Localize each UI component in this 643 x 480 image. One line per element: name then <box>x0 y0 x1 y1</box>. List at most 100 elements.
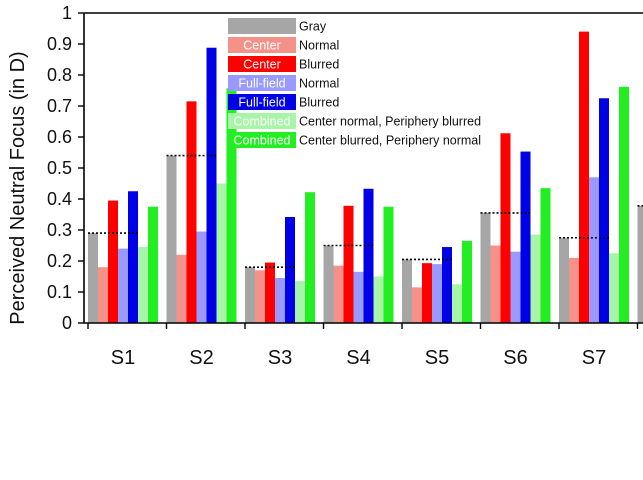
legend-item-7: Combined Center blurred, Periphery normal <box>228 132 481 148</box>
y-tick-layer: 0 0.1 0.2 0.3 0.4 0.5 0.6 0.7 0.8 0.9 1 <box>47 3 84 333</box>
legend-label: Blurred <box>299 96 339 110</box>
bar-s1-series-3 <box>108 200 118 323</box>
legend-tag: Full-field <box>238 96 285 110</box>
bar-s6-series-5 <box>520 151 531 323</box>
bar-s1-series-1 <box>88 233 98 323</box>
bar-s6-series-2 <box>490 245 501 323</box>
legend-swatch <box>228 113 296 129</box>
bar-s1-series-5 <box>128 191 138 323</box>
y-axis-title-group: Perceived Neutral Focus (in D) <box>7 51 29 324</box>
bar-s6-series-3 <box>500 133 511 323</box>
y-tick-label: 0.8 <box>47 65 72 85</box>
bar-s4-series-2 <box>333 265 344 323</box>
bar-s1-series-6 <box>138 247 148 323</box>
bar-s7-series-3 <box>579 31 589 323</box>
bar-s7-series-6 <box>609 253 619 323</box>
legend-item-3: Center Blurred <box>228 56 339 72</box>
bar-s3-series-1 <box>245 267 255 323</box>
category-label-s1: S1 <box>111 347 135 369</box>
bar-s7-series-4 <box>589 177 599 323</box>
bar-s8-series-1 <box>637 205 643 323</box>
legend-item-2: Center Normal <box>228 37 339 53</box>
bar-s4-series-1 <box>323 245 334 323</box>
bar-s4-series-6 <box>373 276 384 323</box>
legend-tag: Combined <box>234 134 291 148</box>
bar-s6-series-6 <box>530 234 541 323</box>
category-label-s2: S2 <box>189 347 213 369</box>
bar-s5-series-5 <box>442 247 452 323</box>
bar-s5-series-2 <box>412 287 422 323</box>
bar-s2-series-4 <box>196 231 207 323</box>
bar-s2-series-6 <box>216 183 227 323</box>
category-label-s3: S3 <box>268 347 292 369</box>
legend-swatch <box>228 56 296 72</box>
legend-tag: Center <box>243 58 281 72</box>
bar-s4-series-3 <box>343 205 354 323</box>
legend-swatch <box>228 94 296 110</box>
bar-s2-series-2 <box>176 254 187 323</box>
category-label-s4: S4 <box>346 347 370 369</box>
bar-s7-series-1 <box>559 237 569 323</box>
bar-s5-series-6 <box>452 284 462 323</box>
bar-s7-series-5 <box>599 98 609 323</box>
y-tick-label: 0.3 <box>47 220 72 240</box>
legend-item-5: Full-field Blurred <box>228 94 339 110</box>
legend-item-6: Combined Center normal, Periphery blurred <box>228 113 481 129</box>
bar-s6-series-1 <box>480 212 491 323</box>
y-tick-label: 0.7 <box>47 96 72 116</box>
y-axis-title: Perceived Neutral Focus (in D) <box>7 51 29 324</box>
bar-s2-series-5 <box>206 47 217 323</box>
y-tick-label: 0 <box>62 313 72 333</box>
bar-s1-series-2 <box>98 267 108 323</box>
reference-line-layer <box>88 154 643 269</box>
legend-label: Normal <box>299 39 339 53</box>
category-label-s7: S7 <box>582 347 606 369</box>
legend-swatch <box>228 18 296 34</box>
bar-s3-series-7 <box>305 192 315 323</box>
category-label-layer: S1S2S3S4S5S6S7S8 <box>87 323 639 369</box>
bar-s2-series-7 <box>226 88 237 323</box>
bar-s7-series-2 <box>569 257 579 323</box>
legend-tag: Combined <box>234 115 291 129</box>
bar-s7-series-7 <box>619 86 629 323</box>
legend-swatch <box>228 75 296 91</box>
y-tick-label: 0.2 <box>47 251 72 271</box>
legend-tag: Full-field <box>238 77 285 91</box>
category-label-s5: S5 <box>425 347 449 369</box>
legend-tag: Center <box>243 39 281 53</box>
bar-s4-series-7 <box>383 206 394 323</box>
bar-s4-series-5 <box>363 188 374 323</box>
legend-label: Center blurred, Periphery normal <box>299 134 481 148</box>
y-tick-label: 0.1 <box>47 282 72 302</box>
y-tick-label: 0.4 <box>47 189 72 209</box>
bar-s5-series-1 <box>402 259 412 323</box>
bar-s1-series-7 <box>148 206 158 323</box>
bar-s3-series-5 <box>285 216 295 323</box>
bar-s6-series-4 <box>510 251 521 323</box>
bar-s2-series-1 <box>166 155 177 323</box>
bar-s1-series-4 <box>118 248 128 323</box>
legend-swatch <box>228 37 296 53</box>
bar-s3-series-4 <box>275 278 285 323</box>
y-tick-label: 1 <box>62 3 72 23</box>
legend-label: Normal <box>299 77 339 91</box>
legend: Gray Center Normal Center Blurred Full-field N… <box>228 18 481 148</box>
legend-label: Blurred <box>299 58 339 72</box>
category-label-s6: S6 <box>503 347 527 369</box>
y-tick-label: 0.5 <box>47 158 72 178</box>
legend-item-4: Full-field Normal <box>228 75 339 91</box>
legend-label: Gray <box>299 20 327 34</box>
legend-item-1: Gray <box>228 18 327 34</box>
bar-s4-series-4 <box>353 271 364 323</box>
bar-s3-series-2 <box>255 270 265 323</box>
bar-s5-series-3 <box>422 263 432 323</box>
bar-s6-series-7 <box>540 188 551 323</box>
bar-s2-series-3 <box>186 101 197 323</box>
y-tick-label: 0.9 <box>47 34 72 54</box>
y-tick-label: 0.6 <box>47 127 72 147</box>
legend-label: Center normal, Periphery blurred <box>299 115 481 129</box>
bar-s3-series-3 <box>265 262 275 323</box>
bar-s3-series-6 <box>295 281 305 323</box>
bar-s5-series-4 <box>432 264 442 323</box>
